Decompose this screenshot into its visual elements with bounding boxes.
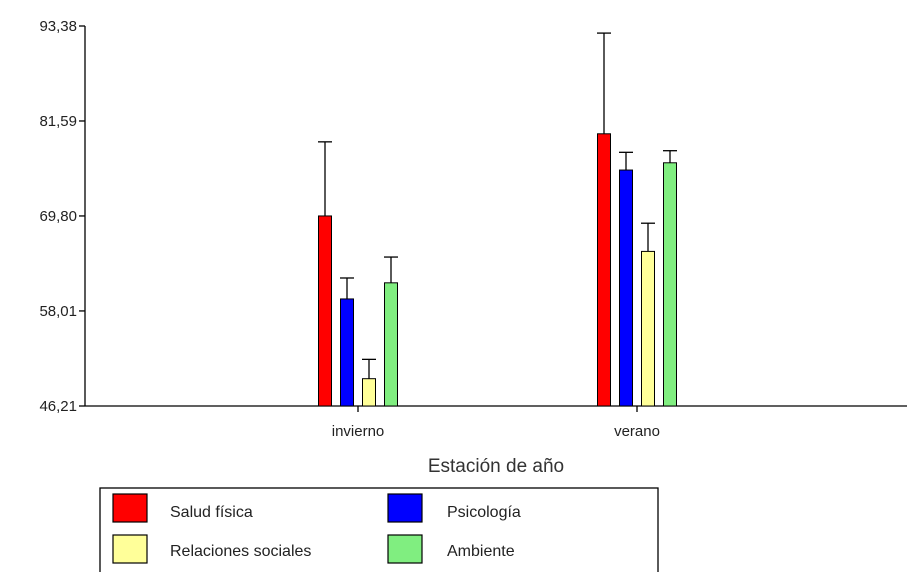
bar-invierno-3 — [384, 282, 398, 407]
y-tick-label: 69,80 — [39, 208, 77, 225]
bar-invierno-0 — [318, 215, 332, 407]
legend-box — [99, 487, 659, 572]
x-axis: invierno verano — [85, 405, 907, 440]
error-bars — [318, 32, 677, 379]
x-axis-title: Estación de año — [428, 456, 564, 477]
legend-label: Psicología — [447, 504, 521, 521]
y-tick-label: 93,38 — [39, 18, 77, 35]
legend-label: Salud física — [170, 504, 253, 521]
bar-invierno-1 — [340, 298, 354, 407]
legend-label: Relaciones sociales — [170, 543, 311, 560]
bars — [318, 133, 677, 407]
legend-swatch — [112, 534, 148, 564]
legend: Salud física Psicología Relaciones sociale… — [99, 487, 659, 572]
bar-verano-2 — [641, 250, 655, 407]
legend-swatch — [387, 534, 423, 564]
bar-invierno-2 — [362, 378, 376, 407]
legend-label: Ambiente — [447, 543, 515, 560]
bar-verano-0 — [597, 133, 611, 407]
y-axis: 93,38 81,59 69,80 58,01 46,21 — [39, 18, 86, 415]
bar-verano-3 — [663, 162, 677, 407]
y-tick-label: 81,59 — [39, 113, 77, 130]
y-tick-label: 46,21 — [39, 398, 77, 415]
x-tick-label: invierno — [332, 423, 385, 440]
bar-verano-1 — [619, 169, 633, 407]
legend-swatch — [112, 493, 148, 523]
legend-swatch — [387, 493, 423, 523]
x-tick-label: verano — [614, 423, 660, 440]
y-tick-label: 58,01 — [39, 303, 77, 320]
